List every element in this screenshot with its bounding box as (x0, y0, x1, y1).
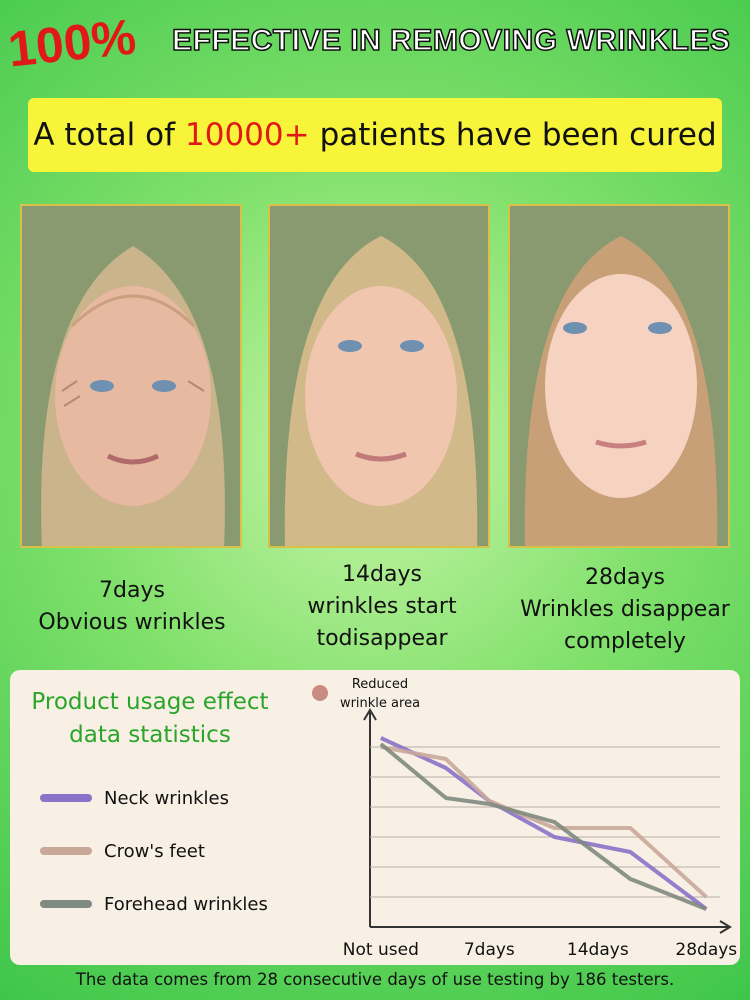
photo-day: 7days (99, 578, 165, 603)
legend-label: Forehead wrinkles (104, 894, 268, 915)
x-tick-label: 28days (675, 940, 737, 960)
x-tick-label: 14days (567, 940, 629, 960)
series-line (380, 736, 708, 911)
banner-text: A total of (33, 117, 175, 153)
annotation-dot (312, 685, 328, 701)
legend-label: Neck wrinkles (104, 788, 229, 809)
photo (20, 204, 242, 548)
series-line (379, 742, 708, 911)
photo (268, 204, 490, 548)
chart-title: Product usage effect data statistics (31, 689, 269, 748)
chart: Reduced wrinkle area Not used 7days 14days… (40, 677, 737, 960)
banner: A total of 10000+ patients have been cur… (28, 98, 722, 172)
photo-caption: Obvious wrinkles (38, 610, 226, 635)
photo (508, 204, 730, 548)
x-axis-arrow (719, 920, 732, 934)
banner-text: patients have been cured (319, 117, 717, 153)
x-tick-label: Not used (343, 940, 419, 960)
annotation: Reduced wrinkle area (339, 677, 421, 711)
photo-caption: Wrinkles disappear completely (520, 597, 730, 654)
legend-label: Crow's feet (104, 841, 205, 862)
photo-day: 28days (585, 565, 665, 590)
y-axis-arrow (363, 708, 377, 721)
headline: EFFECTIVE IN REMOVING WRINKLES (171, 23, 731, 58)
photo-caption: wrinkles start todisappear (307, 594, 457, 651)
annotation-box: Reduced wrinkle area (339, 677, 421, 711)
x-tick-label: 7days (464, 940, 515, 960)
banner-highlight: 10000+ (185, 117, 310, 153)
footer: The data comes from 28 consecutive days … (75, 970, 675, 989)
photo-day: 14days (342, 562, 422, 587)
badge: 100% (5, 8, 139, 78)
